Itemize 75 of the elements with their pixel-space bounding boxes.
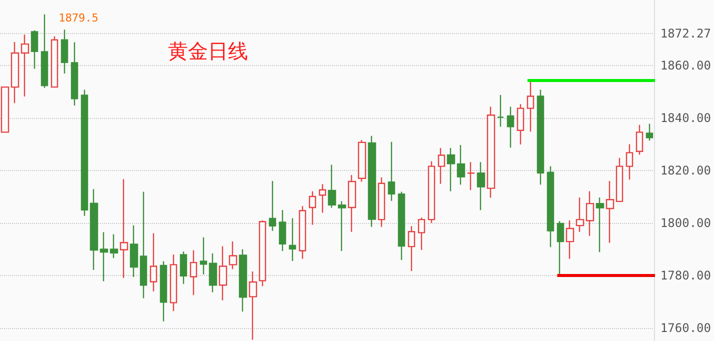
candlestick [160, 260, 168, 322]
candlestick [130, 224, 138, 278]
candlestick [586, 190, 594, 236]
candlestick [526, 79, 534, 132]
candlestick [268, 180, 276, 232]
candlestick [506, 106, 514, 148]
candlestick [616, 157, 624, 202]
candlestick [318, 184, 326, 214]
candlestick [566, 220, 574, 260]
candlestick [258, 220, 266, 287]
candlestick [486, 106, 496, 198]
candlestick [428, 160, 436, 224]
candlestick [636, 124, 644, 156]
candlestick [90, 188, 98, 271]
candlestick [110, 234, 118, 259]
y-tick-label: 1860.00 [660, 58, 712, 73]
candlestick [190, 250, 198, 296]
candlestick [20, 34, 30, 98]
candlestick [70, 42, 78, 106]
candlestick [180, 250, 188, 284]
candlestick [60, 29, 68, 74]
candlestick [418, 216, 426, 251]
candlestick [516, 104, 524, 146]
candlestick [438, 147, 446, 184]
candlestick [388, 141, 396, 202]
candlestick [536, 89, 544, 186]
candlestick [408, 226, 416, 272]
candlestick [120, 178, 128, 279]
candlestick [368, 135, 376, 228]
candlestick [446, 147, 456, 192]
y-tick-label: 1820.00 [660, 164, 712, 178]
candlestick [496, 94, 504, 128]
candlestick [298, 206, 306, 260]
candlestick [288, 218, 296, 262]
y-tick-label: 1780.00 [660, 268, 712, 282]
candlestick [238, 248, 248, 312]
candlestick [456, 144, 466, 186]
candlestick [466, 162, 476, 191]
candlestick [546, 166, 554, 248]
y-tick-label: 1800.00 [660, 216, 712, 230]
candlestick [0, 86, 10, 133]
candlestick [606, 180, 614, 244]
candlestick [150, 232, 158, 292]
candlestick [248, 270, 258, 340]
candlestick [278, 210, 286, 252]
candlestick [576, 196, 584, 232]
candlestick [646, 123, 654, 142]
candlestick [398, 191, 406, 261]
candlestick [10, 41, 20, 104]
candlestick [140, 191, 148, 299]
text: 黄金日线 [168, 39, 248, 63]
candlestick [208, 252, 218, 293]
candlestick [626, 144, 634, 180]
y-tick-label: 1872.27 [660, 26, 712, 40]
candlestick [378, 176, 386, 228]
candlestick [358, 139, 366, 182]
candlestick [556, 220, 564, 276]
candlestick [80, 89, 88, 216]
y-tick-label: 1760.00 [660, 320, 712, 335]
candlestick [40, 14, 48, 88]
candlestick [476, 162, 486, 211]
candlestick [228, 240, 238, 270]
candlestick [308, 190, 316, 226]
candlestick [596, 196, 604, 253]
candlestick [170, 254, 178, 312]
candlestick [328, 164, 336, 208]
candlestick [100, 232, 108, 282]
candlestick [338, 200, 346, 252]
candlestick [218, 246, 228, 301]
candlestick [50, 36, 58, 88]
candlestick [30, 30, 38, 70]
candlestick [200, 236, 208, 275]
candlestick [348, 174, 356, 232]
y-tick-label: 1840.00 [660, 111, 712, 126]
annotation: 1879.5 [58, 11, 98, 24]
